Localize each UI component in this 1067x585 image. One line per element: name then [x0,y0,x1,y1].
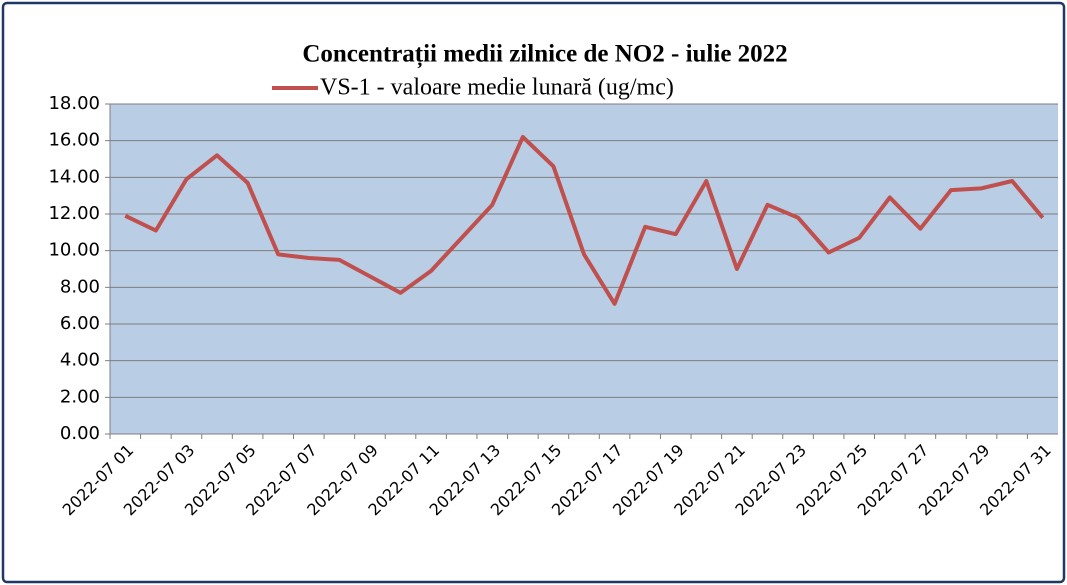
y-tick-label: 14.00 [48,166,100,187]
y-tick-label: 4.00 [60,350,100,371]
y-tick-label: 16.00 [48,130,100,151]
y-tick-label: 8.00 [60,276,100,297]
y-tick-label: 2.00 [60,386,100,407]
y-tick-label: 12.00 [48,203,100,224]
y-tick-label: 18.00 [48,93,100,114]
legend-label: VS-1 - valoare medie lunară (ug/mc) [320,75,674,101]
y-tick-label: 10.00 [48,240,100,261]
chart-title: Concentrații medii zilnice de NO2 - iuli… [302,41,787,69]
series-line [124,135,1045,306]
y-tick-label: 6.00 [60,313,100,334]
y-tick-label: 0.00 [60,423,100,444]
plot-area [110,104,1058,434]
